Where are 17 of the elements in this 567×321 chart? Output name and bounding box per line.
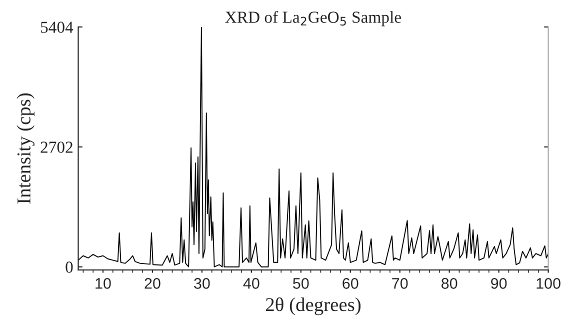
y-tick-label: 2702 (40, 142, 72, 153)
x-tick-label: 60 (342, 278, 358, 289)
x-tick-label: 10 (96, 278, 111, 289)
x-tick-label: 50 (293, 278, 309, 289)
chart-title: XRD of La$_{2}$GeO$_{5}$ Sample (225, 10, 401, 26)
x-tick-label: 20 (144, 278, 160, 289)
x-tick-label: 80 (442, 278, 458, 289)
y-tick-label: 0 (66, 262, 73, 273)
y-axis-title: Intensity (cps) (16, 93, 34, 204)
x-tick-label: 40 (243, 278, 260, 289)
y-tick-label: 5404 (41, 22, 74, 33)
line-series (78, 26, 548, 268)
x-tick-label: 90 (491, 278, 507, 289)
x-tick-label: 70 (392, 278, 408, 289)
x-axis-title: 2θ (degrees) (266, 297, 361, 316)
x-tick-label: 100 (536, 278, 560, 289)
x-tick-label: 30 (194, 278, 210, 289)
